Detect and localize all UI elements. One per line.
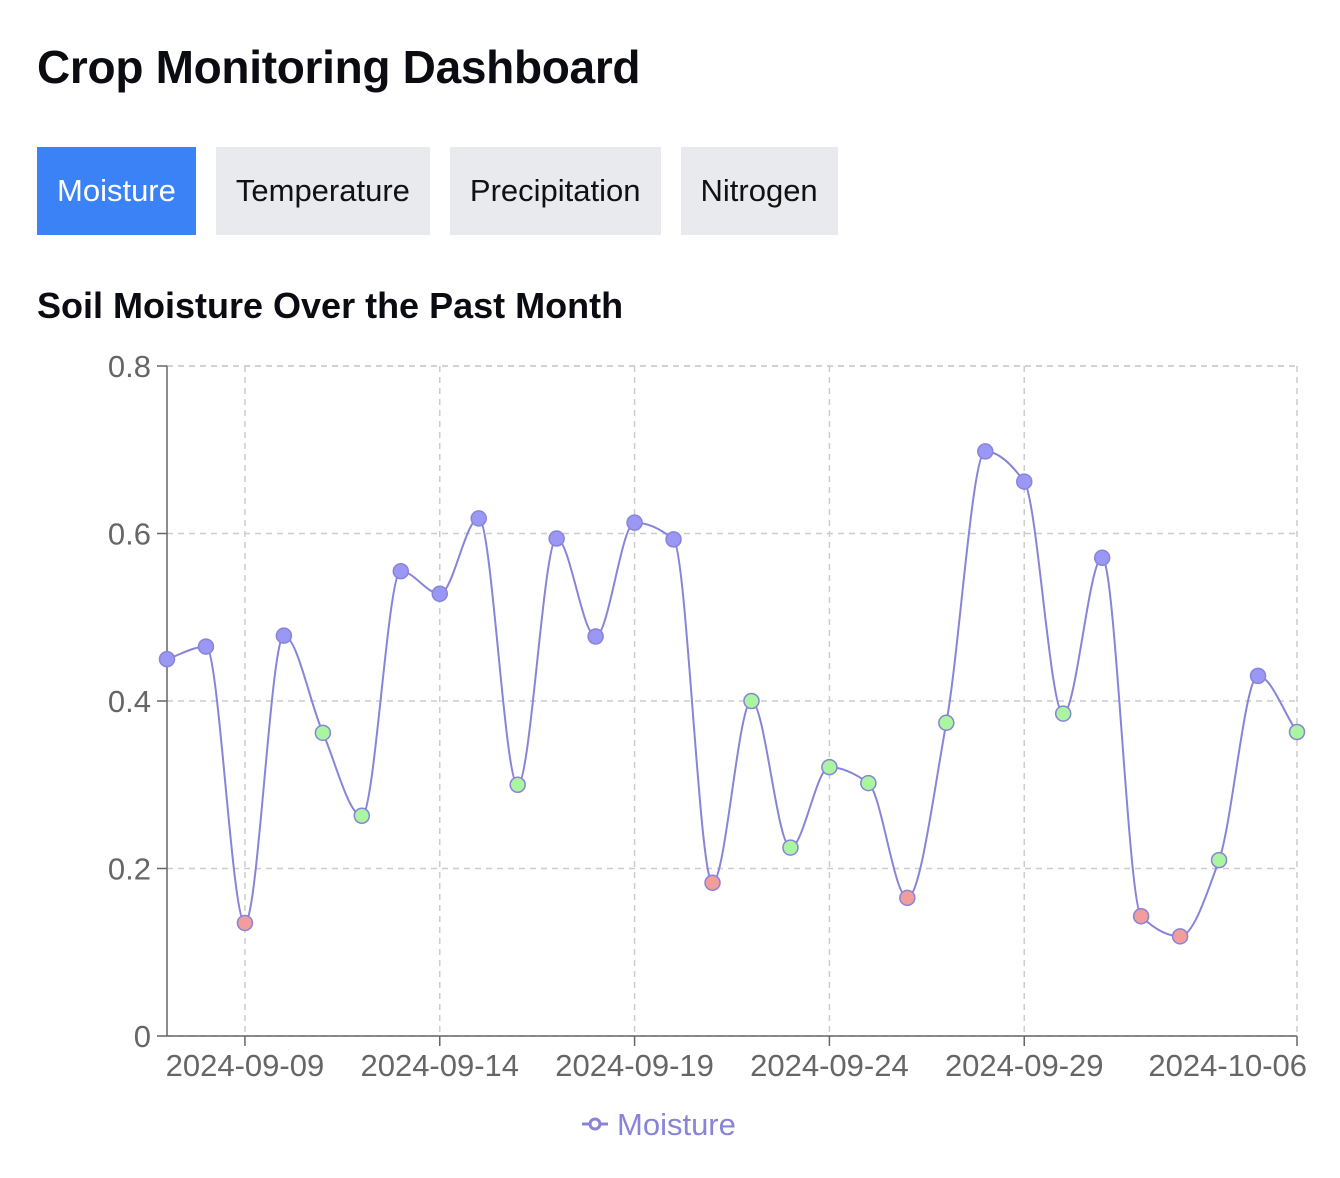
x-tick-label: 2024-09-24 [750, 1048, 909, 1083]
data-point[interactable] [1015, 473, 1033, 490]
y-tick-label: 0.6 [108, 517, 151, 552]
data-point[interactable] [1288, 723, 1306, 741]
data-point[interactable] [977, 443, 994, 460]
data-point[interactable] [1132, 907, 1150, 925]
x-tick-label: 2024-09-19 [555, 1048, 714, 1083]
data-point[interactable] [197, 638, 215, 655]
data-point[interactable] [236, 914, 254, 932]
data-point[interactable] [938, 714, 955, 732]
data-point[interactable] [1054, 705, 1072, 722]
tab-temperature[interactable]: Temperature [215, 147, 430, 235]
data-point[interactable] [860, 774, 877, 792]
tab-precipitation[interactable]: Precipitation [449, 147, 661, 235]
page-title: Crop Monitoring Dashboard [37, 41, 641, 93]
x-tick-label: 2024-09-14 [360, 1048, 519, 1083]
data-point[interactable] [587, 628, 604, 645]
data-point[interactable] [665, 531, 682, 548]
legend-marker-icon [588, 1117, 602, 1131]
series-line-moisture [166, 450, 1298, 938]
y-tick-label: 0.8 [108, 349, 151, 384]
data-point[interactable] [470, 510, 487, 527]
data-point[interactable] [431, 585, 449, 603]
data-point[interactable] [782, 839, 799, 856]
data-point[interactable] [704, 874, 721, 891]
y-axis-ticks: 0 0.2 0.4 0.6 0.8 [108, 349, 151, 1054]
data-point[interactable] [1249, 667, 1267, 685]
data-point[interactable] [509, 776, 526, 793]
data-point[interactable] [158, 650, 176, 668]
data-point[interactable] [314, 724, 332, 742]
chart-title: Soil Moisture Over the Past Month [37, 285, 624, 326]
data-point[interactable] [1093, 549, 1111, 567]
chart-legend[interactable]: Moisture [582, 1107, 736, 1142]
legend-label-moisture[interactable]: Moisture [617, 1107, 736, 1142]
y-tick-label: 0.2 [108, 852, 151, 887]
tab-moisture[interactable]: Moisture [37, 147, 196, 235]
x-axis-ticks: 2024-09-09 2024-09-14 2024-09-19 2024-09-24… [166, 1048, 1307, 1083]
data-point[interactable] [548, 530, 565, 547]
data-point[interactable] [899, 889, 916, 907]
data-point[interactable] [1171, 928, 1189, 945]
data-point[interactable] [353, 807, 371, 824]
x-tick-label: 2024-10-06 [1148, 1048, 1307, 1083]
data-point[interactable] [821, 758, 838, 776]
x-tick-label: 2024-09-09 [166, 1048, 325, 1083]
data-point[interactable] [275, 627, 293, 644]
chart-grid [167, 365, 1298, 1037]
metric-tabs: Moisture Temperature Precipitation Nitro… [37, 147, 838, 235]
y-tick-label: 0.4 [108, 684, 151, 719]
y-tick-label: 0 [134, 1019, 151, 1054]
data-point[interactable] [392, 562, 410, 580]
chart-axes [157, 365, 1298, 1046]
data-point[interactable] [743, 692, 760, 710]
data-point[interactable] [626, 514, 643, 531]
tab-nitrogen[interactable]: Nitrogen [680, 147, 838, 235]
series-points [158, 443, 1306, 945]
data-point[interactable] [1210, 851, 1228, 869]
x-tick-label: 2024-09-29 [945, 1048, 1104, 1083]
